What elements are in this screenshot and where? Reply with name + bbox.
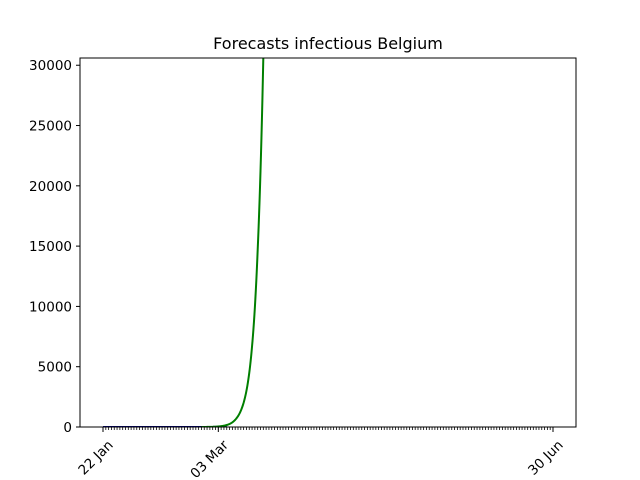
series-line-2 — [201, 58, 265, 427]
chart-title: Forecasts infectious Belgium — [213, 34, 443, 53]
y-tick-label: 10000 — [29, 299, 72, 315]
y-axis: 0 5000 10000 15000 20000 25000 30000 — [29, 58, 80, 436]
x-tick-label: 22 Jan — [75, 437, 116, 478]
y-tick-label: 30000 — [29, 58, 72, 74]
y-tick-label: 15000 — [29, 239, 72, 255]
x-tick-label: 30 Jun — [525, 437, 566, 478]
x-tick-label: 03 Mar — [187, 437, 232, 480]
y-tick-label: 20000 — [29, 179, 72, 195]
plot-content — [103, 58, 265, 427]
x-axis: 22 Jan 03 Mar 30 Jun — [75, 427, 567, 480]
plot-frame — [79, 57, 577, 428]
y-tick-label: 25000 — [29, 119, 72, 135]
y-tick-label: 0 — [63, 420, 72, 436]
y-tick-label: 5000 — [38, 360, 72, 376]
